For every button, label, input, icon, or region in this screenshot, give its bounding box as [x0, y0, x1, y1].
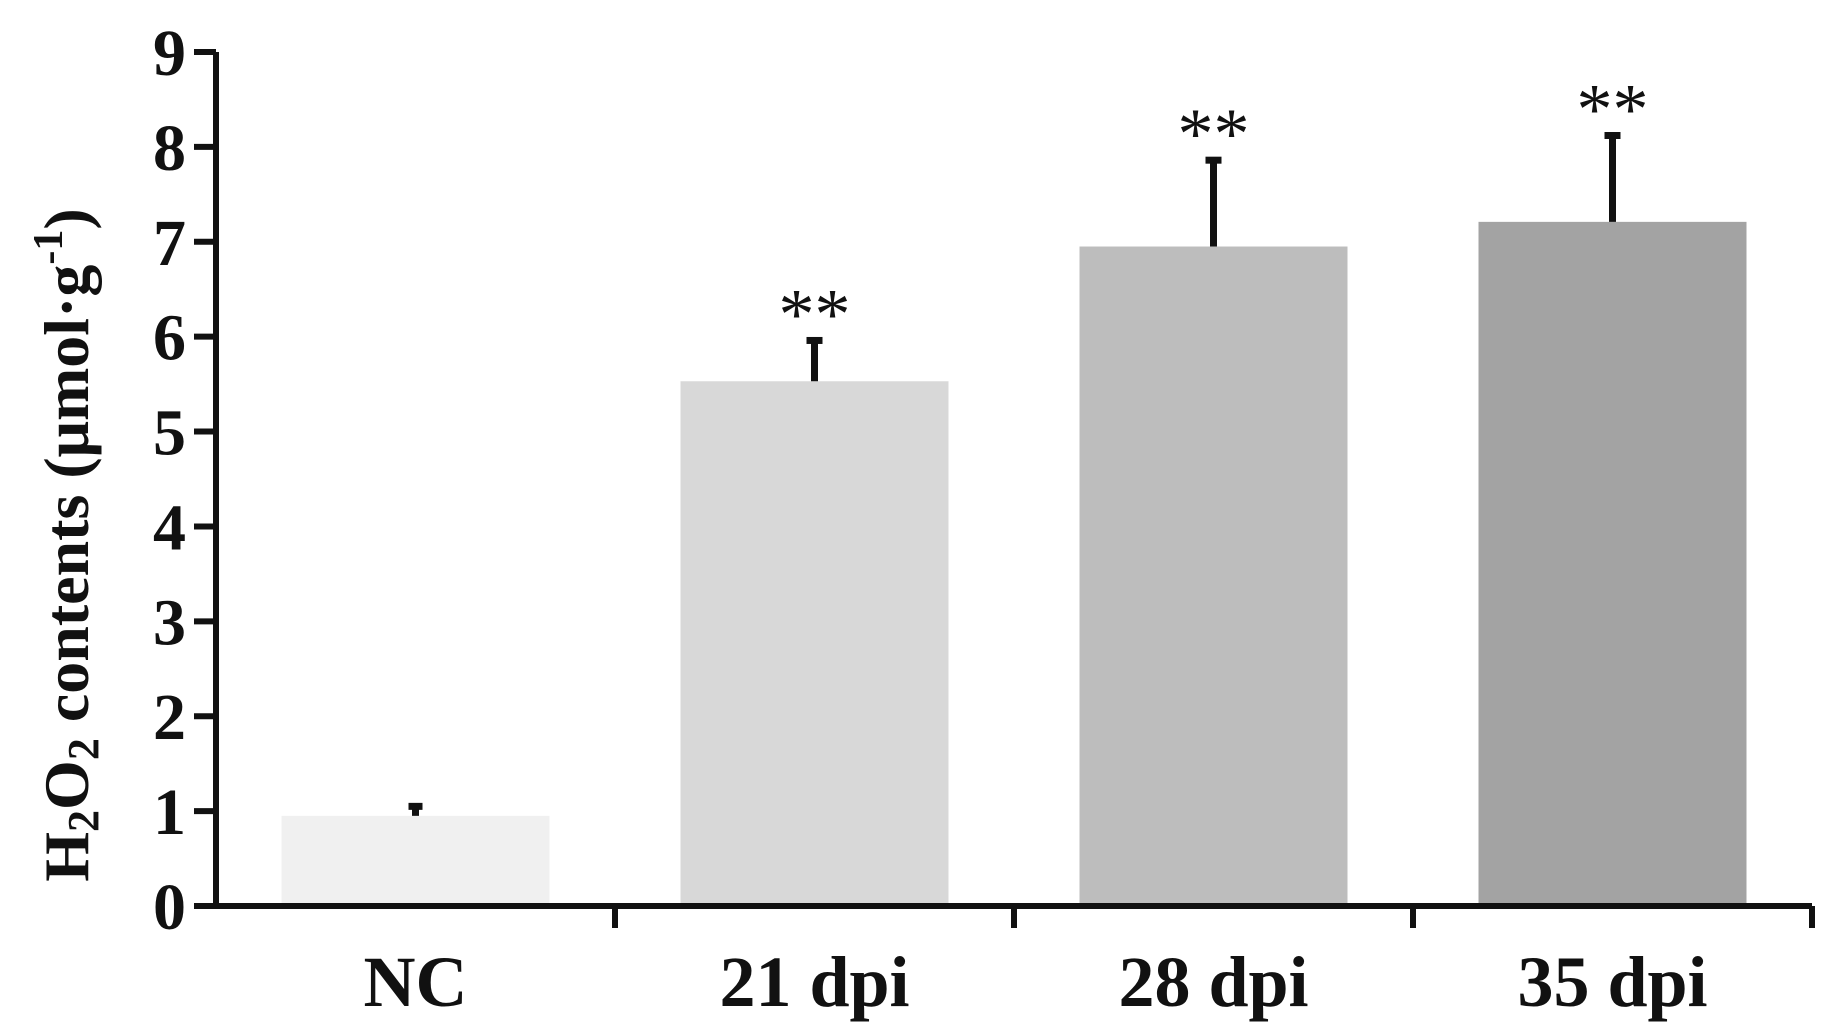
significance-marker: ** — [779, 274, 851, 354]
y-title-rest: contents (μmol·g — [31, 265, 102, 739]
significance-layer: ** ** ** — [779, 70, 1649, 355]
significance-marker: ** — [1577, 70, 1649, 150]
y-title-close: ) — [31, 208, 102, 229]
y-tick-label: 4 — [153, 491, 186, 564]
y-tick-label: 3 — [153, 586, 186, 659]
x-category-label: 28 dpi — [1118, 942, 1308, 1022]
y-tick-label: 9 — [153, 17, 186, 90]
y-tick-label: 0 — [153, 871, 186, 944]
bar-nc — [281, 815, 550, 906]
significance-marker: ** — [1178, 94, 1250, 174]
y-tick-label: 6 — [153, 302, 186, 375]
y-title-o: O — [31, 760, 102, 810]
x-ticks-layer: NC 21 dpi 28 dpi 35 dpi — [364, 906, 1815, 1022]
x-category-label: 21 dpi — [719, 942, 909, 1022]
y-tick-label: 7 — [153, 207, 186, 280]
bar-21-dpi — [680, 381, 949, 907]
y-tick-label: 5 — [153, 397, 186, 470]
y-title-sup: -1 — [26, 230, 72, 265]
bars-layer — [281, 221, 1747, 907]
y-axis-title: H2O2 contents (μmol·g-1) — [26, 208, 108, 881]
x-category-label: NC — [364, 942, 468, 1022]
y-tick-label: 2 — [153, 681, 186, 754]
error-bars-layer — [408, 132, 1621, 816]
y-tick-label: 8 — [153, 112, 186, 185]
y-ticks-layer: 0 1 2 3 4 5 6 7 8 9 — [153, 17, 216, 944]
bar-28-dpi — [1079, 246, 1348, 906]
y-title-sub1: 2 — [59, 810, 108, 832]
y-title-sub2: 2 — [59, 738, 108, 760]
y-title-h: H — [31, 832, 102, 882]
x-category-label: 35 dpi — [1517, 942, 1707, 1022]
y-tick-label: 1 — [153, 776, 186, 849]
bar-35-dpi — [1478, 221, 1747, 907]
